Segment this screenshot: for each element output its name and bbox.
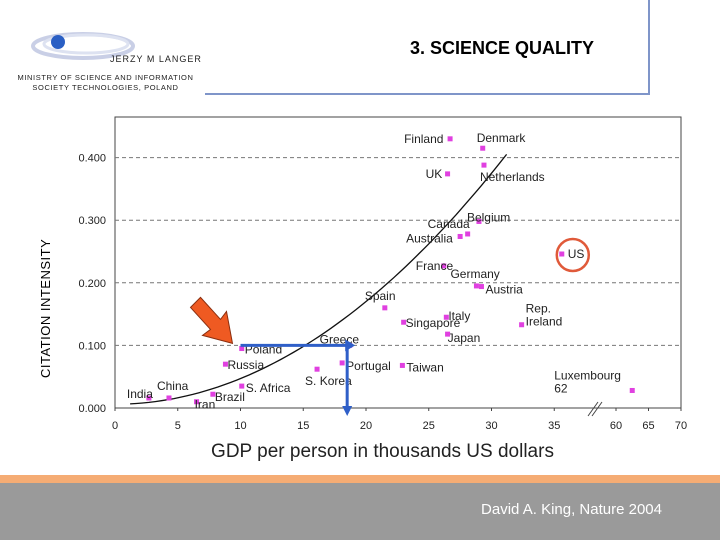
point-label: Taiwan bbox=[406, 360, 443, 374]
pointer-arrow-icon bbox=[189, 296, 234, 345]
point-label: Ireland bbox=[526, 315, 563, 329]
x-tick-label: 0 bbox=[112, 420, 118, 432]
data-point bbox=[239, 346, 245, 352]
point-label: Netherlands bbox=[480, 170, 545, 184]
data-point bbox=[210, 391, 216, 397]
title-frame bbox=[205, 0, 650, 95]
data-point bbox=[194, 399, 200, 405]
y-axis-label: CITATION INTENSITY bbox=[38, 238, 53, 378]
data-point bbox=[401, 319, 407, 325]
point-label: US bbox=[568, 247, 585, 261]
point-label: Denmark bbox=[477, 131, 527, 145]
data-point bbox=[166, 395, 172, 401]
data-point bbox=[478, 284, 484, 290]
reference-arrowhead bbox=[345, 339, 356, 352]
data-point bbox=[445, 331, 451, 337]
footer bbox=[0, 483, 720, 540]
data-point bbox=[441, 263, 447, 269]
point-label: Australia bbox=[406, 231, 453, 245]
data-point bbox=[443, 314, 449, 320]
x-tick-label: 70 bbox=[675, 420, 687, 432]
point-label: Luxembourg bbox=[554, 368, 621, 382]
point-label: S. Korea bbox=[305, 374, 352, 388]
point-label: Spain bbox=[365, 289, 396, 303]
point-label: Canada bbox=[428, 217, 470, 231]
highlight-circle bbox=[555, 237, 591, 273]
author-name: JERZY M LANGER bbox=[110, 54, 202, 64]
citation: David A. King, Nature 2004 bbox=[481, 501, 662, 518]
x-tick-label: 60 bbox=[610, 420, 622, 432]
point-label: Austria bbox=[485, 283, 523, 297]
data-point bbox=[559, 251, 565, 257]
point-label: France bbox=[416, 259, 454, 273]
y-tick-label: 0.000 bbox=[78, 403, 106, 415]
point-label: India bbox=[127, 387, 153, 401]
ministry-name: MINISTRY OF SCIENCE AND INFORMATION SOCI… bbox=[17, 73, 194, 92]
point-label: Belgium bbox=[467, 210, 510, 224]
x-tick-label: 20 bbox=[360, 420, 372, 432]
data-point bbox=[481, 162, 487, 168]
data-point bbox=[339, 360, 345, 366]
ministry-logo bbox=[31, 32, 135, 60]
point-label: Finland bbox=[404, 132, 443, 146]
data-point bbox=[146, 395, 152, 401]
point-label: Italy bbox=[448, 309, 470, 323]
point-label: S. Africa bbox=[246, 381, 291, 395]
data-point bbox=[476, 218, 482, 224]
x-tick-label: 5 bbox=[175, 420, 181, 432]
point-label: UK bbox=[426, 167, 443, 181]
y-tick-label: 0.200 bbox=[78, 278, 106, 290]
x-tick-label: 10 bbox=[234, 420, 246, 432]
data-point bbox=[629, 387, 635, 393]
y-tick-label: 0.100 bbox=[78, 340, 106, 352]
y-tick-label: 0.300 bbox=[78, 215, 106, 227]
data-point bbox=[519, 322, 525, 328]
x-tick-label: 30 bbox=[485, 420, 497, 432]
point-label: China bbox=[157, 379, 189, 393]
point-label: Iran bbox=[195, 398, 216, 412]
point-label: Brazil bbox=[215, 390, 245, 404]
data-point bbox=[399, 362, 405, 368]
point-label: Rep. bbox=[526, 302, 551, 316]
x-tick-label: 65 bbox=[642, 420, 654, 432]
data-point bbox=[473, 283, 479, 289]
x-tick-label: 25 bbox=[423, 420, 435, 432]
axis-break-mark bbox=[587, 401, 599, 417]
axis-break-mark bbox=[591, 401, 603, 417]
point-label: 62 bbox=[554, 381, 568, 395]
data-point bbox=[314, 366, 320, 372]
data-point bbox=[445, 171, 451, 177]
trend-curve bbox=[130, 153, 508, 405]
data-point bbox=[239, 383, 245, 389]
point-label: Russia bbox=[227, 358, 264, 372]
point-label: Germany bbox=[450, 267, 499, 281]
plot-area bbox=[114, 116, 682, 409]
point-label: Japan bbox=[448, 331, 481, 345]
footer-accent-bar bbox=[0, 475, 720, 483]
data-point bbox=[382, 305, 388, 311]
point-label: Portugal bbox=[346, 359, 391, 373]
data-point bbox=[457, 233, 463, 239]
reference-arrowhead bbox=[342, 406, 353, 416]
y-tick-label: 0.400 bbox=[78, 153, 106, 165]
data-point bbox=[480, 145, 486, 151]
data-point bbox=[465, 231, 471, 237]
x-tick-label: 35 bbox=[548, 420, 560, 432]
data-point bbox=[447, 136, 453, 142]
point-label: Singapore bbox=[406, 316, 461, 330]
x-axis-label: GDP per person in thousands US dollars bbox=[211, 441, 554, 462]
x-tick-label: 15 bbox=[297, 420, 309, 432]
data-point bbox=[222, 361, 228, 367]
page-title: 3. SCIENCE QUALITY bbox=[410, 38, 595, 58]
